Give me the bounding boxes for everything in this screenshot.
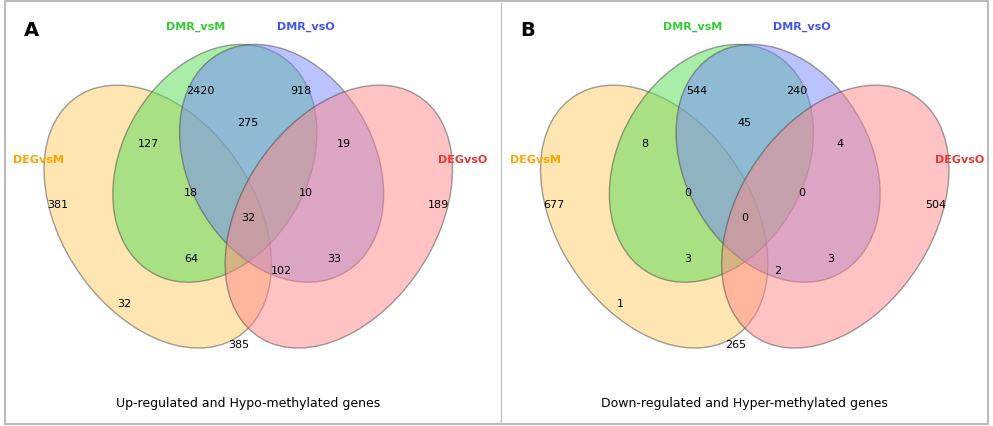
Text: 1: 1 — [618, 298, 625, 308]
Text: 45: 45 — [738, 118, 752, 128]
Text: 10: 10 — [299, 187, 313, 198]
Text: 2420: 2420 — [187, 85, 214, 95]
Text: 189: 189 — [428, 200, 450, 210]
Text: Up-regulated and Hypo-methylated genes: Up-regulated and Hypo-methylated genes — [116, 396, 380, 409]
Text: B: B — [520, 21, 535, 40]
Text: 102: 102 — [271, 265, 292, 275]
Text: 0: 0 — [741, 212, 749, 222]
Text: DMR_vsO: DMR_vsO — [277, 22, 335, 32]
Text: 275: 275 — [237, 118, 259, 128]
Text: 265: 265 — [725, 339, 746, 349]
Text: 64: 64 — [184, 253, 199, 263]
Text: 918: 918 — [290, 85, 311, 95]
Text: DMR_vsO: DMR_vsO — [774, 22, 831, 32]
Ellipse shape — [225, 86, 453, 348]
Text: 504: 504 — [924, 200, 946, 210]
Text: 32: 32 — [117, 298, 131, 308]
Text: 0: 0 — [684, 187, 691, 198]
Text: 385: 385 — [228, 339, 249, 349]
Text: DMR_vsM: DMR_vsM — [166, 22, 225, 32]
Text: 544: 544 — [686, 85, 708, 95]
Text: 8: 8 — [641, 138, 648, 149]
Text: 18: 18 — [184, 187, 199, 198]
Text: 240: 240 — [786, 85, 807, 95]
Text: 4: 4 — [836, 138, 844, 149]
Text: 33: 33 — [327, 253, 341, 263]
Ellipse shape — [180, 45, 383, 282]
Ellipse shape — [722, 86, 949, 348]
Ellipse shape — [113, 45, 317, 282]
Ellipse shape — [610, 45, 813, 282]
Text: 19: 19 — [337, 138, 351, 149]
Text: Down-regulated and Hyper-methylated genes: Down-regulated and Hyper-methylated gene… — [602, 396, 888, 409]
Ellipse shape — [44, 86, 271, 348]
Text: A: A — [24, 21, 40, 40]
Text: 32: 32 — [241, 212, 255, 222]
Text: DEGvsO: DEGvsO — [438, 155, 488, 165]
Text: 3: 3 — [684, 253, 691, 263]
Text: DEGvsM: DEGvsM — [509, 155, 560, 165]
Text: DEGvsM: DEGvsM — [13, 155, 64, 165]
Text: 677: 677 — [543, 200, 565, 210]
Text: 127: 127 — [138, 138, 159, 149]
Text: DEGvsO: DEGvsO — [934, 155, 984, 165]
Ellipse shape — [676, 45, 880, 282]
Text: 381: 381 — [47, 200, 69, 210]
Text: 3: 3 — [827, 253, 834, 263]
Text: DMR_vsM: DMR_vsM — [662, 22, 722, 32]
Text: 0: 0 — [798, 187, 805, 198]
Ellipse shape — [540, 86, 768, 348]
Text: 2: 2 — [775, 265, 781, 275]
